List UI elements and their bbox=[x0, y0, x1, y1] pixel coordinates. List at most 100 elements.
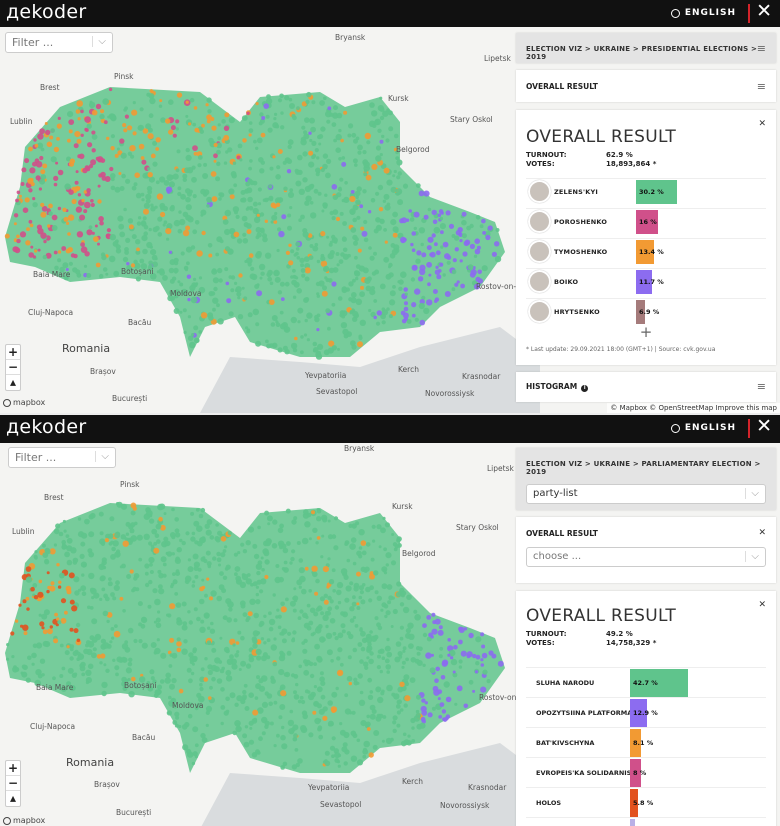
polling-station-dot[interactable] bbox=[336, 263, 340, 267]
polling-station-dot[interactable] bbox=[61, 543, 66, 547]
polling-station-dot[interactable] bbox=[136, 221, 142, 226]
polling-station-dot[interactable] bbox=[87, 605, 91, 610]
polling-station-dot[interactable] bbox=[327, 347, 334, 354]
polling-station-dot[interactable] bbox=[53, 528, 60, 535]
polling-station-dot[interactable] bbox=[371, 271, 377, 276]
polling-station-dot[interactable] bbox=[228, 117, 235, 124]
polling-station-dot[interactable] bbox=[226, 658, 234, 665]
polling-station-dot[interactable] bbox=[426, 299, 433, 306]
polling-station-dot[interactable] bbox=[318, 134, 324, 139]
polling-station-dot[interactable] bbox=[341, 746, 348, 753]
polling-station-dot[interactable] bbox=[217, 530, 223, 536]
polling-station-dot[interactable] bbox=[316, 703, 322, 709]
polling-station-dot[interactable] bbox=[256, 290, 263, 297]
polling-station-dot[interactable] bbox=[292, 348, 298, 353]
polling-station-dot[interactable] bbox=[47, 628, 53, 635]
polling-station-dot[interactable] bbox=[254, 284, 260, 289]
polling-station-dot[interactable] bbox=[329, 618, 336, 624]
polling-station-dot[interactable] bbox=[25, 677, 31, 683]
polling-station-dot[interactable] bbox=[269, 281, 274, 286]
polling-station-dot[interactable] bbox=[49, 625, 53, 629]
polling-station-dot[interactable] bbox=[178, 724, 182, 729]
polling-station-dot[interactable] bbox=[282, 160, 287, 165]
polling-station-dot[interactable] bbox=[230, 288, 235, 293]
polling-station-dot[interactable] bbox=[340, 623, 346, 629]
polling-station-dot[interactable] bbox=[208, 253, 213, 258]
polling-station-dot[interactable] bbox=[208, 696, 212, 700]
polling-station-dot[interactable] bbox=[303, 669, 310, 676]
polling-station-dot[interactable] bbox=[162, 223, 166, 227]
polling-station-dot[interactable] bbox=[56, 123, 62, 129]
polling-station-dot[interactable] bbox=[401, 590, 407, 596]
polling-station-dot[interactable] bbox=[248, 739, 255, 745]
polling-station-dot[interactable] bbox=[175, 715, 180, 720]
polling-station-dot[interactable] bbox=[280, 601, 285, 607]
polling-station-dot[interactable] bbox=[393, 693, 400, 700]
polling-station-dot[interactable] bbox=[187, 297, 191, 302]
polling-station-dot[interactable] bbox=[337, 647, 343, 653]
polling-station-dot[interactable] bbox=[169, 683, 175, 690]
polling-station-dot[interactable] bbox=[119, 231, 126, 238]
polling-station-dot[interactable] bbox=[247, 611, 253, 617]
polling-station-dot[interactable] bbox=[201, 230, 206, 236]
polling-station-dot[interactable] bbox=[186, 261, 190, 266]
polling-station-dot[interactable] bbox=[315, 578, 320, 584]
polling-station-dot[interactable] bbox=[252, 207, 259, 215]
polling-station-dot[interactable] bbox=[190, 536, 196, 542]
polling-station-dot[interactable] bbox=[159, 176, 166, 183]
polling-station-dot[interactable] bbox=[198, 330, 202, 334]
polling-station-dot[interactable] bbox=[49, 135, 54, 140]
polling-station-dot[interactable] bbox=[279, 310, 284, 315]
polling-station-dot[interactable] bbox=[316, 655, 323, 662]
polling-station-dot[interactable] bbox=[491, 251, 497, 257]
polling-station-dot[interactable] bbox=[274, 211, 278, 216]
polling-station-dot[interactable] bbox=[318, 142, 322, 146]
polling-station-dot[interactable] bbox=[156, 684, 163, 690]
polling-station-dot[interactable] bbox=[181, 540, 186, 546]
polling-station-dot[interactable] bbox=[76, 138, 82, 144]
polling-station-dot[interactable] bbox=[216, 142, 223, 149]
polling-station-dot[interactable] bbox=[103, 663, 107, 667]
polling-station-dot[interactable] bbox=[203, 677, 208, 682]
polling-station-dot[interactable] bbox=[123, 108, 127, 112]
polling-station-dot[interactable] bbox=[69, 599, 75, 605]
polling-station-dot[interactable] bbox=[185, 225, 191, 231]
polling-station-dot[interactable] bbox=[344, 597, 350, 603]
polling-station-dot[interactable] bbox=[204, 593, 208, 598]
polling-station-dot[interactable] bbox=[42, 163, 48, 169]
polling-station-dot[interactable] bbox=[165, 118, 171, 124]
polling-station-dot[interactable] bbox=[242, 694, 247, 699]
polling-station-dot[interactable] bbox=[319, 100, 325, 106]
polling-station-dot[interactable] bbox=[290, 316, 297, 324]
polling-station-dot[interactable] bbox=[403, 306, 409, 312]
party-row[interactable]: SLUHA NARODU 42.7 % bbox=[526, 667, 766, 697]
polling-station-dot[interactable] bbox=[106, 619, 110, 624]
party-row[interactable]: OPOZYTSIINA PLATFORMA 12.9 % bbox=[526, 697, 766, 727]
polling-station-dot[interactable] bbox=[192, 145, 198, 151]
polling-station-dot[interactable] bbox=[265, 540, 271, 547]
polling-station-dot[interactable] bbox=[319, 671, 324, 676]
polling-station-dot[interactable] bbox=[242, 549, 248, 554]
polling-station-dot[interactable] bbox=[438, 209, 444, 214]
polling-station-dot[interactable] bbox=[369, 289, 376, 296]
polling-station-dot[interactable] bbox=[287, 144, 292, 150]
polling-station-dot[interactable] bbox=[74, 590, 80, 596]
polling-station-dot[interactable] bbox=[259, 168, 265, 174]
polling-station-dot[interactable] bbox=[377, 184, 384, 191]
polling-station-dot[interactable] bbox=[100, 653, 106, 659]
polling-station-dot[interactable] bbox=[206, 561, 212, 567]
polling-station-dot[interactable] bbox=[135, 239, 141, 245]
polling-station-dot[interactable] bbox=[343, 110, 348, 115]
polling-station-dot[interactable] bbox=[339, 310, 345, 316]
polling-station-dot[interactable] bbox=[77, 117, 81, 121]
polling-station-dot[interactable] bbox=[482, 669, 488, 675]
polling-station-dot[interactable] bbox=[179, 218, 186, 226]
polling-station-dot[interactable] bbox=[112, 658, 116, 662]
polling-station-dot[interactable] bbox=[350, 537, 357, 543]
polling-station-dot[interactable] bbox=[332, 589, 337, 593]
polling-station-dot[interactable] bbox=[262, 236, 268, 243]
polling-station-dot[interactable] bbox=[195, 338, 200, 343]
polling-station-dot[interactable] bbox=[199, 686, 204, 692]
polling-station-dot[interactable] bbox=[199, 537, 206, 544]
polling-station-dot[interactable] bbox=[453, 644, 458, 650]
